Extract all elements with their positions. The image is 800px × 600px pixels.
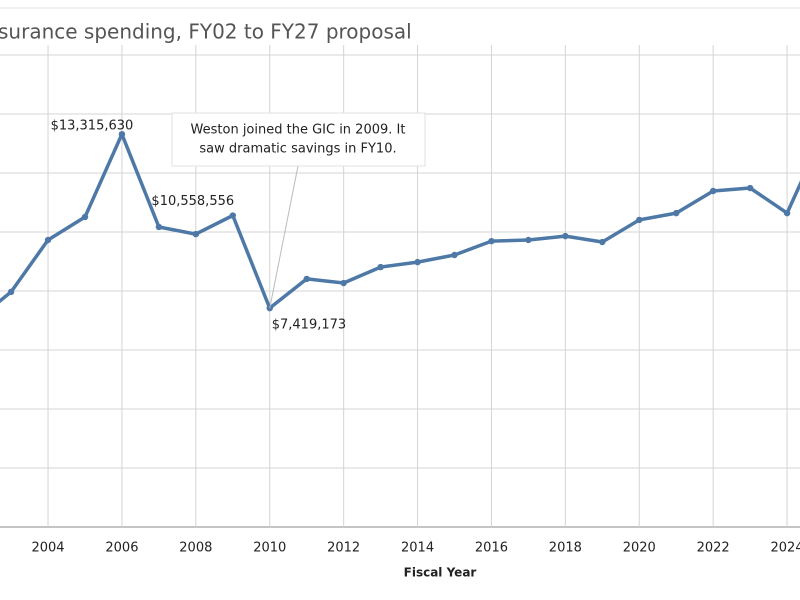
x-tick-label: 2016 <box>475 541 508 556</box>
point <box>451 251 458 259</box>
point <box>562 232 569 240</box>
x-axis-label: Fiscal Year <box>404 566 477 580</box>
chart-title: surance spending, FY02 to FY27 proposal <box>0 20 412 44</box>
point <box>488 237 495 245</box>
x-tick-label: 2022 <box>697 541 730 556</box>
point <box>783 209 791 217</box>
point <box>192 230 200 238</box>
series-line <box>0 132 800 310</box>
point <box>118 130 126 138</box>
callout-box <box>171 112 426 167</box>
x-tick-label: 2010 <box>253 541 286 556</box>
x-tick-label: 2014 <box>401 541 434 556</box>
point <box>7 288 15 296</box>
data-label: $13,315,630 <box>51 119 134 134</box>
data-label: $10,558,556 <box>151 194 234 209</box>
point <box>155 223 163 231</box>
x-tick-label: 2008 <box>179 541 212 556</box>
point <box>377 263 384 271</box>
x-tick-label: 2012 <box>327 541 360 556</box>
x-tick-label: 2006 <box>105 541 138 556</box>
data-label: $7,419,173 <box>272 318 346 333</box>
point <box>709 187 717 195</box>
point <box>746 184 754 192</box>
annotation: Weston joined the GIC in 2009. It <box>191 123 406 138</box>
x-tick-label: 2004 <box>31 541 64 556</box>
x-tick-label: 2020 <box>623 541 656 556</box>
point <box>414 258 421 266</box>
callout-line <box>269 165 299 309</box>
point <box>599 238 606 246</box>
x-tick-label: 2018 <box>549 541 582 556</box>
annotation: saw dramatic savings in FY10. <box>199 142 396 157</box>
point <box>340 279 347 287</box>
point <box>636 216 643 224</box>
point <box>525 236 532 244</box>
point <box>673 209 680 217</box>
point <box>81 213 89 221</box>
x-tick-label: 2024 <box>771 541 800 556</box>
point <box>44 236 52 244</box>
point <box>303 275 310 283</box>
point <box>229 212 236 219</box>
